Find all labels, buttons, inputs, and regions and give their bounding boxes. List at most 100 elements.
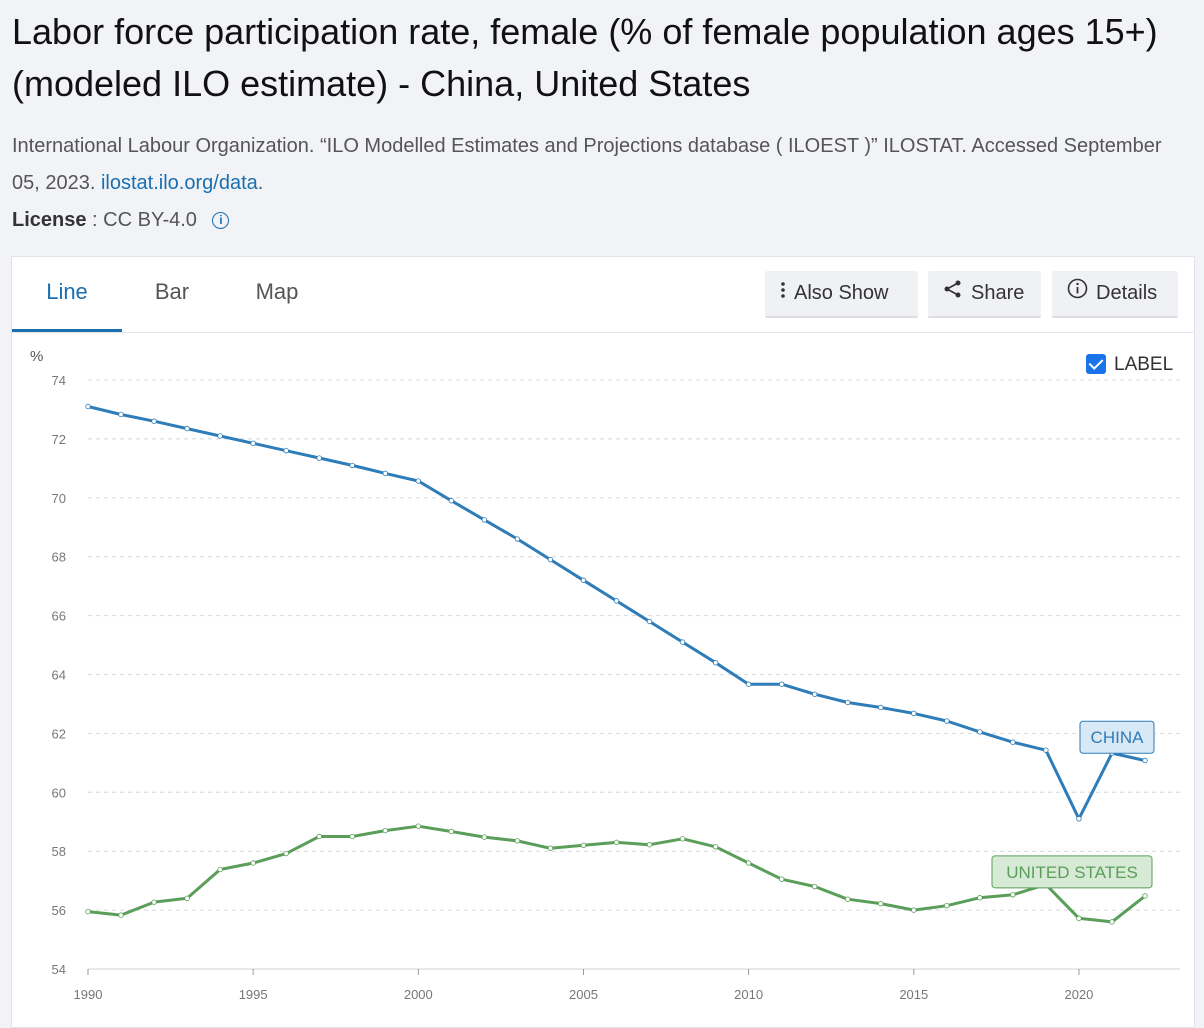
- x-tick-label: 2005: [569, 987, 598, 1002]
- data-point: [679, 639, 686, 645]
- data-point: [481, 834, 488, 840]
- data-point: [1142, 757, 1148, 764]
- data-point: [151, 899, 157, 905]
- details-label: Details: [1096, 282, 1158, 304]
- label-checkbox[interactable]: [1086, 354, 1106, 374]
- line-chart: % 54 56 58 60 62 64 66 68 70 72 74 1990 1995 2000 2005 2…: [30, 348, 1180, 1002]
- y-tick-label: 68: [52, 550, 66, 565]
- data-point: [944, 902, 950, 909]
- data-point: [613, 839, 620, 846]
- data-point: [514, 838, 521, 844]
- data-point: [679, 836, 686, 842]
- data-point: [481, 517, 488, 523]
- data-point: [316, 455, 322, 461]
- data-point: [1142, 893, 1148, 899]
- data-point: [745, 681, 752, 687]
- data-point: [283, 850, 289, 857]
- data-point: [1076, 915, 1082, 922]
- page-title: Labor force participation rate, female (…: [12, 11, 1158, 104]
- more-vertical-icon: [780, 271, 786, 316]
- x-tick-label: 1990: [74, 987, 103, 1002]
- label-toggle-text: LABEL: [1114, 354, 1174, 375]
- share-icon: [943, 271, 963, 316]
- y-tick-label: 54: [52, 962, 66, 977]
- data-point: [911, 907, 917, 913]
- data-point: [811, 883, 818, 890]
- chart-card: Line Bar Map Also Show Share Details LAB…: [11, 256, 1195, 1028]
- data-point: [547, 556, 554, 563]
- info-circle-icon: [1067, 271, 1088, 316]
- y-tick-label: 66: [52, 609, 66, 624]
- data-point: [613, 598, 620, 604]
- data-point: [184, 425, 190, 432]
- label-toggle[interactable]: LABEL: [1086, 353, 1173, 377]
- data-point: [448, 498, 455, 504]
- data-point: [118, 411, 124, 418]
- data-point: [1076, 816, 1082, 822]
- y-tick-label: 72: [52, 432, 66, 447]
- y-tick-label: 56: [52, 903, 66, 918]
- data-point: [778, 876, 785, 882]
- data-point: [415, 478, 422, 484]
- data-point: [845, 896, 851, 902]
- data-point: [977, 895, 983, 901]
- data-point: [911, 710, 917, 717]
- y-tick-label: 70: [52, 491, 66, 506]
- data-point: [745, 860, 752, 866]
- data-point: [250, 860, 256, 866]
- series-label-box: [991, 855, 1153, 889]
- license: License : CC BY-4.0 i: [12, 204, 230, 236]
- series-label: UNITED STATES: [1006, 863, 1138, 882]
- tab-bar: Line Bar Map Also Show Share Details: [12, 257, 1194, 333]
- data-point: [118, 912, 124, 918]
- data-point: [580, 842, 587, 849]
- data-point: [514, 536, 521, 542]
- license-value: : CC BY-4.0: [86, 209, 197, 231]
- data-point: [778, 681, 785, 687]
- tab-map[interactable]: Map: [255, 279, 299, 304]
- data-point: [250, 440, 256, 447]
- data-point: [1010, 739, 1016, 745]
- x-tick-label: 2000: [404, 987, 433, 1002]
- data-point: [217, 433, 223, 439]
- data-point: [845, 699, 851, 706]
- data-point: [217, 866, 223, 873]
- tab-line[interactable]: Line: [12, 257, 122, 332]
- data-point: [1010, 892, 1016, 898]
- info-icon[interactable]: i: [212, 212, 230, 229]
- also-show-button[interactable]: Also Show: [765, 271, 918, 318]
- data-point: [85, 403, 91, 410]
- x-tick-label: 2020: [1064, 987, 1093, 1002]
- x-tick-label: 1995: [239, 987, 268, 1002]
- data-point: [349, 462, 355, 469]
- data-point: [646, 618, 653, 625]
- data-point: [646, 842, 653, 848]
- data-point: [85, 908, 91, 915]
- data-point: [712, 660, 719, 666]
- y-tick-label: 64: [52, 668, 66, 683]
- data-point: [547, 845, 554, 851]
- data-point: [184, 895, 190, 902]
- data-point: [349, 833, 355, 840]
- details-button[interactable]: Details: [1052, 271, 1178, 318]
- series-label-box: [1079, 720, 1155, 754]
- data-point: [878, 900, 884, 907]
- data-point: [712, 844, 719, 850]
- citation-text: International Labour Organization. “ILO …: [12, 135, 1162, 194]
- data-point: [151, 418, 157, 424]
- data-point: [382, 470, 388, 477]
- citation-link[interactable]: ilostat.ilo.org/data: [100, 172, 258, 194]
- y-tick-label: 62: [52, 726, 66, 741]
- x-tick-label: 2015: [899, 987, 928, 1002]
- tab-bar-chart[interactable]: Bar: [154, 279, 190, 304]
- data-point: [382, 827, 388, 834]
- data-point: [878, 704, 884, 711]
- data-point: [283, 447, 289, 454]
- data-point: [944, 718, 950, 724]
- license-label: License: [12, 209, 87, 231]
- data-point: [415, 823, 422, 829]
- share-button[interactable]: Share: [928, 271, 1041, 318]
- y-axis-unit: %: [30, 348, 43, 365]
- y-tick-label: 60: [52, 785, 66, 800]
- x-tick-label: 2010: [734, 987, 763, 1002]
